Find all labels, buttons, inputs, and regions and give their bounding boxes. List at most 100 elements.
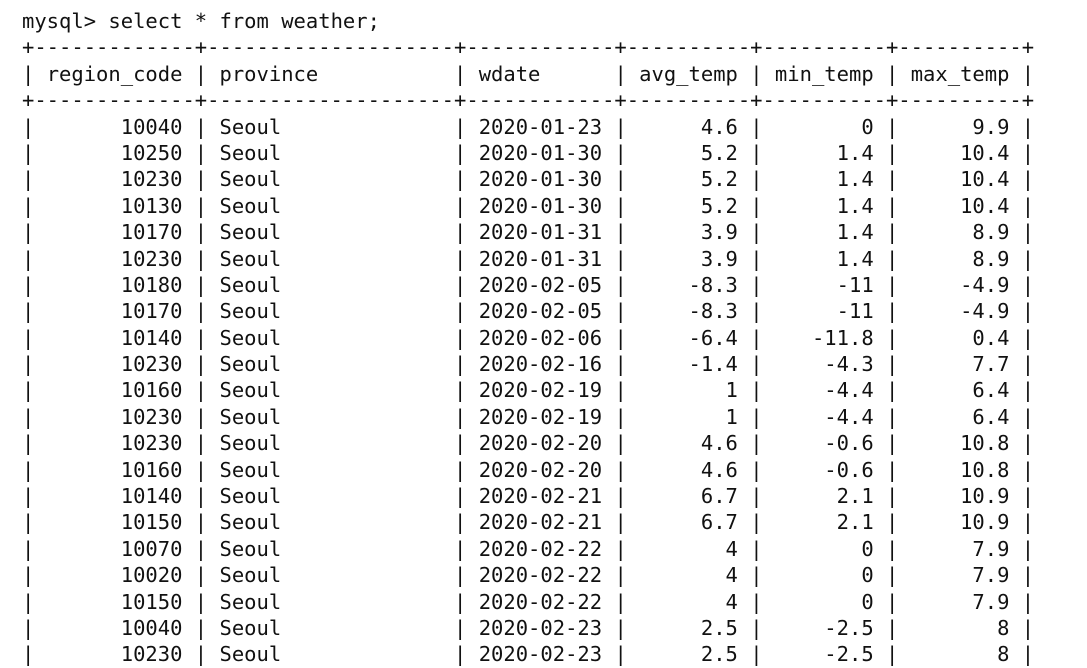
cell-province: Seoul	[219, 114, 442, 139]
table-row: | 10150 | Seoul | 2020-02-22 | 4 | 0 | 7…	[22, 589, 1035, 614]
cell-wdate: 2020-02-22	[478, 563, 603, 588]
cell-max-temp: 8.9	[910, 220, 1010, 245]
cell-min-temp: 1.4	[774, 167, 874, 192]
cell-min-temp: -0.6	[774, 431, 874, 456]
cell-max-temp: 6.4	[910, 378, 1010, 403]
cell-min-temp: -4.4	[774, 378, 874, 403]
cell-max-temp: 6.4	[910, 404, 1010, 429]
cell-wdate: 2020-01-31	[478, 220, 603, 245]
cell-min-temp: -4.3	[774, 352, 874, 377]
column-header-min-temp: min_temp	[774, 61, 874, 86]
table-row: | 10160 | Seoul | 2020-02-19 | 1 | -4.4 …	[22, 378, 1035, 403]
cell-avg-temp: 6.7	[639, 510, 738, 535]
cell-avg-temp: 4.6	[639, 114, 738, 139]
cell-wdate: 2020-02-20	[478, 457, 603, 482]
cell-avg-temp: -8.3	[639, 299, 738, 324]
cell-avg-temp: -1.4	[639, 352, 738, 377]
cell-province: Seoul	[219, 589, 442, 614]
table-row: | 10230 | Seoul | 2020-02-23 | 2.5 | -2.…	[22, 642, 1035, 667]
cell-max-temp: 9.9	[910, 114, 1010, 139]
cell-avg-temp: -6.4	[639, 325, 738, 350]
table-body: | 10040 | Seoul | 2020-01-23 | 4.6 | 0 |…	[22, 114, 1082, 668]
cell-min-temp: -4.4	[774, 404, 874, 429]
cell-province: Seoul	[219, 140, 442, 165]
cell-min-temp: 0	[774, 114, 874, 139]
table-row: | 10140 | Seoul | 2020-02-21 | 6.7 | 2.1…	[22, 484, 1035, 509]
cell-max-temp: 10.4	[910, 193, 1010, 218]
cell-avg-temp: -8.3	[639, 272, 738, 297]
cell-min-temp: 1.4	[774, 140, 874, 165]
table-row: | 10230 | Seoul | 2020-02-16 | -1.4 | -4…	[22, 352, 1035, 377]
cell-region-code: 10170	[46, 299, 183, 324]
table-row: | 10250 | Seoul | 2020-01-30 | 5.2 | 1.4…	[22, 140, 1035, 165]
cell-region-code: 10070	[46, 536, 183, 561]
cell-avg-temp: 4.6	[639, 457, 738, 482]
cell-max-temp: 10.4	[910, 167, 1010, 192]
cell-max-temp: -4.9	[910, 272, 1010, 297]
cell-avg-temp: 1	[639, 404, 738, 429]
table-row: | 10130 | Seoul | 2020-01-30 | 5.2 | 1.4…	[22, 193, 1035, 218]
cell-region-code: 10130	[46, 193, 183, 218]
cell-min-temp: 0	[774, 536, 874, 561]
cell-province: Seoul	[219, 404, 442, 429]
cell-wdate: 2020-02-06	[478, 325, 603, 350]
cell-province: Seoul	[219, 536, 442, 561]
table-row: | 10170 | Seoul | 2020-02-05 | -8.3 | -1…	[22, 299, 1035, 324]
cell-province: Seoul	[219, 642, 442, 667]
cell-min-temp: -0.6	[774, 457, 874, 482]
column-header-region-code: region_code	[46, 61, 183, 86]
cell-region-code: 10230	[46, 431, 183, 456]
cell-province: Seoul	[219, 378, 442, 403]
table-row: | 10020 | Seoul | 2020-02-22 | 4 | 0 | 7…	[22, 563, 1035, 588]
cell-min-temp: 2.1	[774, 484, 874, 509]
cell-region-code: 10020	[46, 563, 183, 588]
cell-avg-temp: 5.2	[639, 140, 738, 165]
table-row: | 10140 | Seoul | 2020-02-06 | -6.4 | -1…	[22, 325, 1035, 350]
cell-min-temp: -11	[774, 299, 874, 324]
cell-region-code: 10140	[46, 484, 183, 509]
cell-wdate: 2020-02-16	[478, 352, 603, 377]
cell-avg-temp: 4	[639, 563, 738, 588]
cell-region-code: 10040	[46, 615, 183, 640]
cell-region-code: 10230	[46, 404, 183, 429]
table-row: | 10230 | Seoul | 2020-01-30 | 5.2 | 1.4…	[22, 167, 1035, 192]
prompt: mysql>	[22, 9, 97, 33]
cell-max-temp: 7.9	[910, 589, 1010, 614]
cell-wdate: 2020-02-21	[478, 484, 603, 509]
cell-region-code: 10180	[46, 272, 183, 297]
cell-province: Seoul	[219, 431, 442, 456]
cell-wdate: 2020-02-21	[478, 510, 603, 535]
cell-province: Seoul	[219, 457, 442, 482]
cell-wdate: 2020-02-05	[478, 272, 603, 297]
cell-wdate: 2020-02-22	[478, 536, 603, 561]
cell-avg-temp: 4.6	[639, 431, 738, 456]
cell-wdate: 2020-01-30	[478, 193, 603, 218]
cell-province: Seoul	[219, 167, 442, 192]
cell-wdate: 2020-02-23	[478, 615, 603, 640]
cell-min-temp: -2.5	[774, 615, 874, 640]
cell-max-temp: 7.9	[910, 563, 1010, 588]
cell-min-temp: -11.8	[774, 325, 874, 350]
cell-region-code: 10160	[46, 457, 183, 482]
cell-avg-temp: 1	[639, 378, 738, 403]
cell-min-temp: 2.1	[774, 510, 874, 535]
cell-region-code: 10040	[46, 114, 183, 139]
cell-min-temp: -2.5	[774, 642, 874, 667]
cell-avg-temp: 5.2	[639, 193, 738, 218]
cell-wdate: 2020-02-19	[478, 378, 603, 403]
cell-province: Seoul	[219, 299, 442, 324]
cell-min-temp: 1.4	[774, 193, 874, 218]
table-row: | 10070 | Seoul | 2020-02-22 | 4 | 0 | 7…	[22, 536, 1035, 561]
cell-wdate: 2020-02-20	[478, 431, 603, 456]
cell-province: Seoul	[219, 246, 442, 271]
cell-max-temp: 10.8	[910, 431, 1010, 456]
cell-max-temp: 10.8	[910, 457, 1010, 482]
cell-wdate: 2020-01-30	[478, 140, 603, 165]
cell-avg-temp: 5.2	[639, 167, 738, 192]
cell-wdate: 2020-02-05	[478, 299, 603, 324]
command-text: select * from weather;	[108, 9, 380, 33]
cell-min-temp: 1.4	[774, 246, 874, 271]
cell-wdate: 2020-01-23	[478, 114, 603, 139]
cell-region-code: 10160	[46, 378, 183, 403]
cell-wdate: 2020-02-22	[478, 589, 603, 614]
